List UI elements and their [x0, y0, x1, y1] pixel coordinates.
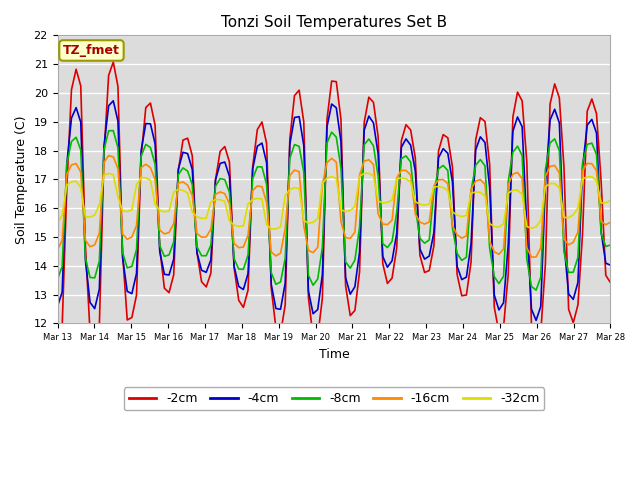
Title: Tonzi Soil Temperatures Set B: Tonzi Soil Temperatures Set B	[221, 15, 447, 30]
Text: TZ_fmet: TZ_fmet	[63, 44, 120, 57]
Legend: -2cm, -4cm, -8cm, -16cm, -32cm: -2cm, -4cm, -8cm, -16cm, -32cm	[124, 387, 545, 410]
Y-axis label: Soil Temperature (C): Soil Temperature (C)	[15, 115, 28, 244]
X-axis label: Time: Time	[319, 348, 349, 360]
